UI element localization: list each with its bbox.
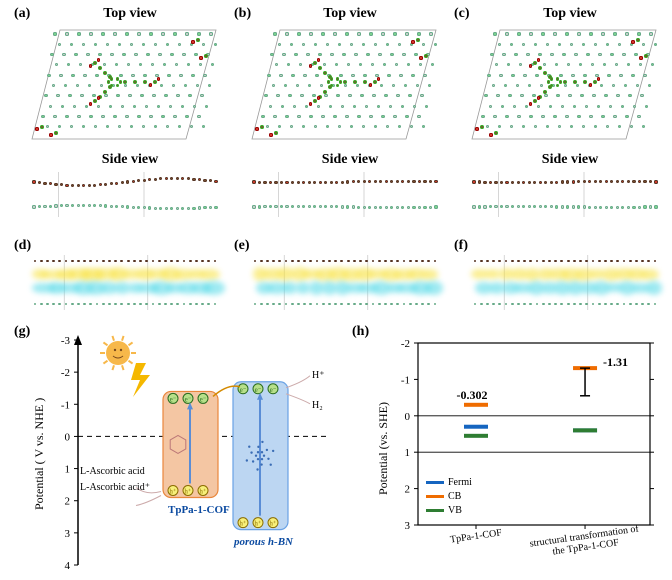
structure-top-a (30, 28, 220, 143)
g-ylabel: Potential ( V vs. NHE ) (32, 398, 47, 510)
svg-text:-2: -2 (401, 338, 410, 350)
label-ascorbic: L-Ascorbic acid (80, 466, 145, 477)
structure-side-a (30, 172, 220, 217)
top-view-title-a: Top view (80, 6, 180, 22)
structure-top-c (470, 28, 660, 143)
svg-text:3: 3 (65, 528, 71, 540)
svg-text:2: 2 (65, 496, 71, 508)
svg-text:-0.302: -0.302 (457, 388, 488, 402)
charge-density-e (250, 255, 440, 310)
h-ylabel: Potential (vs. SHE) (376, 402, 391, 495)
label-tppa: TpPa-1-COF (168, 504, 230, 516)
svg-text:e⁻: e⁻ (185, 395, 192, 403)
structure-top-b (250, 28, 440, 143)
side-view-title-c: Side view (520, 152, 620, 168)
svg-text:h⁺: h⁺ (269, 520, 277, 528)
charge-density-f (470, 255, 660, 310)
legend-vb: VB (426, 505, 462, 516)
svg-text:h⁺: h⁺ (169, 488, 177, 496)
svg-text:-2: -2 (61, 367, 70, 379)
panel-label-d: (d) (14, 238, 31, 254)
charge-density-d (30, 255, 220, 310)
schematic-g: -3 -2 -1 0 1 2 3 4 e⁻ e⁻ e⁻ h⁺ h⁺ h⁺ e⁻ e⁻ e⁻ h⁺ h⁺ h⁺ Poten… (28, 335, 338, 575)
top-view-title-c: Top view (520, 6, 620, 22)
legend-fermi: Fermi (426, 477, 472, 488)
svg-text:e⁻: e⁻ (200, 395, 207, 403)
svg-text:h⁺: h⁺ (239, 520, 247, 528)
svg-text:h⁺: h⁺ (254, 520, 262, 528)
structure-side-c (470, 172, 660, 217)
svg-text:0: 0 (405, 411, 411, 423)
legend-cb: CB (426, 491, 461, 502)
svg-text:0: 0 (65, 431, 71, 443)
panel-label-b: (b) (234, 6, 251, 22)
panel-label-h: (h) (352, 324, 369, 340)
potential-chart-h: -2-10123-0.302-1.31Potential (vs. SHE)Tp… (370, 335, 660, 565)
panel-label-f: (f) (454, 238, 468, 254)
svg-text:e⁻: e⁻ (255, 386, 262, 394)
svg-text:h⁺: h⁺ (199, 488, 207, 496)
label-hplus: H⁺ (312, 370, 325, 381)
svg-text:e⁻: e⁻ (240, 386, 247, 394)
top-view-title-b: Top view (300, 6, 400, 22)
label-ascorbic-ox: L-Ascorbic acid⁺ (80, 482, 150, 493)
svg-text:-1.31: -1.31 (603, 355, 628, 369)
panel-label-e: (e) (234, 238, 250, 254)
svg-text:4: 4 (65, 560, 71, 572)
structure-side-b (250, 172, 440, 217)
svg-text:1: 1 (405, 447, 411, 459)
label-h2: H₂ (312, 400, 323, 411)
side-view-title-b: Side view (300, 152, 400, 168)
svg-text:-1: -1 (61, 399, 70, 411)
svg-text:e⁻: e⁻ (170, 395, 177, 403)
svg-text:2: 2 (405, 484, 411, 496)
svg-text:-1: -1 (401, 374, 410, 386)
svg-text:3: 3 (405, 520, 411, 532)
panel-label-a: (a) (14, 6, 30, 22)
svg-text:-3: -3 (61, 335, 71, 347)
svg-text:h⁺: h⁺ (184, 488, 192, 496)
label-bn: porous h-BN (234, 536, 293, 548)
svg-text:e⁻: e⁻ (270, 386, 277, 394)
side-view-title-a: Side view (80, 152, 180, 168)
panel-label-c: (c) (454, 6, 470, 22)
svg-text:1: 1 (65, 464, 71, 476)
